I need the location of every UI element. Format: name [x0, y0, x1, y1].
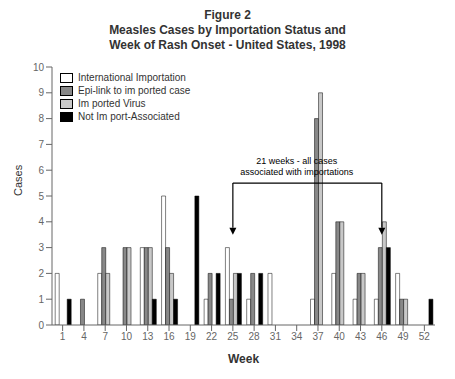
svg-text:52: 52 [419, 331, 431, 342]
svg-text:34: 34 [291, 331, 303, 342]
svg-text:37: 37 [312, 331, 324, 342]
html-text:International Importation: International Importation [78, 72, 186, 83]
svg-text:46: 46 [376, 331, 388, 342]
html-text:Figure 2: Figure 2 [204, 8, 251, 22]
svg-text:2: 2 [38, 268, 44, 279]
html-text:Measles Cases by Importation S: Measles Cases by Importation Status and [109, 23, 346, 37]
svg-text:7: 7 [38, 139, 44, 150]
svg-text:1: 1 [38, 294, 44, 305]
svg-text:16: 16 [163, 331, 175, 342]
svg-text:19: 19 [185, 331, 197, 342]
svg-text:13: 13 [142, 331, 154, 342]
svg-text:6: 6 [38, 165, 44, 176]
svg-text:43: 43 [355, 331, 367, 342]
svg-text:31: 31 [270, 331, 282, 342]
svg-text:3: 3 [38, 242, 44, 253]
svg-text:8: 8 [38, 113, 44, 124]
svg-text:25: 25 [227, 331, 239, 342]
svg-text:Cases: Cases [12, 164, 24, 196]
svg-text:22: 22 [206, 331, 218, 342]
html-text:Not Im port-Associated: Not Im port-Associated [78, 111, 180, 122]
svg-text:49: 49 [398, 331, 410, 342]
svg-text:4: 4 [81, 331, 87, 342]
svg-text:21 weeks - all casesassociated: 21 weeks - all casesassociated with impo… [240, 156, 354, 177]
svg-text:0: 0 [38, 320, 44, 331]
html-text:Epi-link to im ported case: Epi-link to im ported case [78, 85, 191, 96]
svg-text:1: 1 [60, 331, 66, 342]
html-text:Week of Rash Onset - United St: Week of Rash Onset - United States, 1998 [109, 38, 346, 52]
svg-text:28: 28 [249, 331, 261, 342]
svg-text:10: 10 [121, 331, 133, 342]
html-text:Im ported Virus: Im ported Virus [78, 98, 146, 109]
svg-text:40: 40 [334, 331, 346, 342]
svg-text:7: 7 [102, 331, 108, 342]
svg-text:10: 10 [33, 62, 45, 73]
svg-text:4: 4 [38, 216, 44, 227]
svg-text:5: 5 [38, 191, 44, 202]
svg-text:9: 9 [38, 87, 44, 98]
svg-text:Week: Week [228, 352, 259, 366]
